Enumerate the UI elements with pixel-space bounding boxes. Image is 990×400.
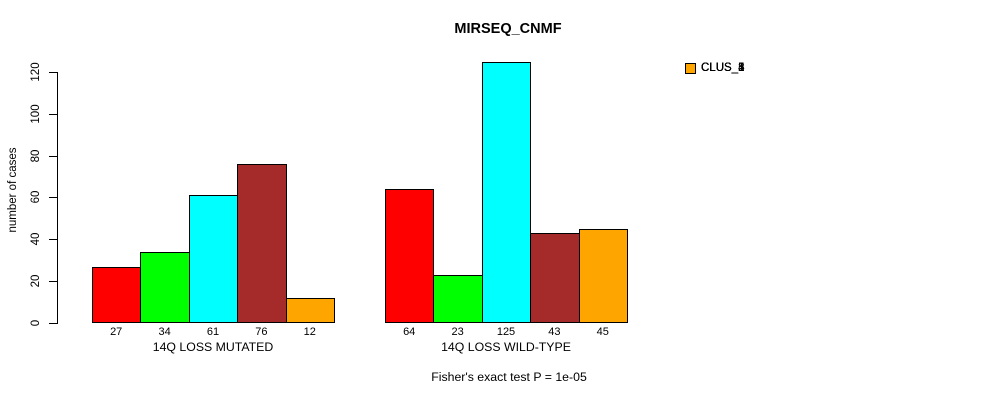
legend-label: CLUS_5	[701, 62, 745, 74]
category-label: 14Q LOSS MUTATED	[152, 340, 274, 354]
legend-item: CLUS_5	[685, 62, 785, 133]
bar-value-label: 45	[596, 326, 609, 338]
bar-clus_4-group1	[237, 164, 287, 323]
bar-clus_2-group1	[140, 251, 190, 323]
bar-clus_1-group1	[92, 266, 142, 323]
legend-label: CLUS_3	[701, 62, 745, 74]
legend-swatch-clus_5	[685, 63, 696, 74]
bar-clus_2-group2	[433, 274, 483, 323]
category-label: 14Q LOSS WILD-TYPE	[441, 340, 571, 354]
y-axis-tick-label: 100	[30, 104, 42, 124]
legend-item: CLUS_2	[685, 62, 785, 90]
bar-clus_5-group2	[578, 228, 628, 323]
y-axis-tick-label: 60	[30, 191, 42, 204]
fisher-test-annotation: Fisher's exact test P = 1e-05	[431, 370, 587, 384]
y-axis-tick	[49, 281, 57, 283]
bar-value-label: 64	[403, 326, 416, 338]
y-axis-tick-label: 20	[30, 274, 42, 288]
legend: CLUS_1 CLUS_2 CLUS_3 CLUS_4 CLUS_5	[685, 62, 785, 133]
bar-value-label: 125	[496, 326, 516, 338]
y-axis-tick-label: 40	[30, 232, 42, 246]
bar-value-label: 27	[110, 326, 123, 338]
bar-value-label: 23	[451, 326, 464, 338]
y-axis-tick	[49, 155, 57, 157]
bar-value-label: 43	[548, 326, 561, 338]
y-axis-tick	[49, 113, 57, 115]
bar-clus_3-group2	[481, 61, 532, 323]
y-axis-tick	[49, 323, 57, 324]
legend-item: CLUS_3	[685, 62, 785, 105]
bar-clus_4-group2	[530, 233, 580, 323]
y-axis-line	[57, 72, 58, 324]
legend-item: CLUS_4	[685, 62, 785, 119]
bar-value-label: 12	[303, 326, 316, 338]
y-axis-tick	[49, 71, 57, 73]
bar-value-label: 76	[255, 326, 268, 338]
bar-clus_3-group1	[188, 195, 239, 323]
bar-value-label: 61	[206, 326, 220, 338]
legend-label: CLUS_2	[701, 62, 745, 74]
bar-value-label: 34	[158, 326, 171, 338]
y-axis-tick	[49, 239, 57, 241]
y-axis-tick-label: 120	[30, 62, 42, 82]
chart-title: MIRSEQ_CNMF	[454, 21, 562, 37]
legend-label: CLUS_4	[701, 62, 745, 74]
y-axis-tick-label: 80	[30, 149, 42, 163]
legend-label: CLUS_1	[701, 62, 745, 74]
bar-clus_1-group2	[385, 189, 435, 323]
y-axis-tick	[49, 197, 57, 199]
bar-clus_5-group1	[285, 297, 335, 323]
y-axis-tick-label: 0	[30, 319, 42, 327]
